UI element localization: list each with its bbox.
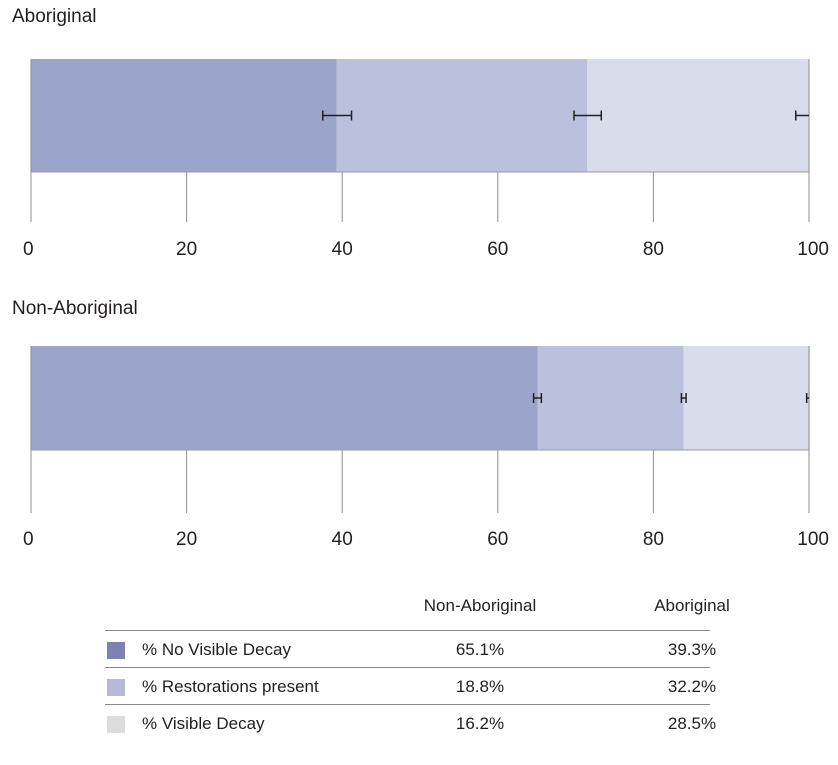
value-non-aboriginal: 16.2% (455, 714, 505, 733)
bar-segment-0 (31, 346, 538, 450)
value-aboriginal: 39.3% (667, 640, 717, 659)
value-aboriginal: 28.5% (667, 714, 717, 733)
tick-label: 80 (643, 529, 664, 550)
tick-label: 20 (176, 239, 197, 260)
legend-header: Non-Aboriginal Aboriginal (105, 590, 730, 630)
legend-label: % No Visible Decay (142, 640, 291, 659)
value-aboriginal: 32.2% (667, 677, 717, 696)
bar-segment-0 (31, 59, 337, 172)
tick-label: 40 (332, 239, 353, 260)
column-header-non-aboriginal: Non-Aboriginal (423, 596, 537, 615)
legend-row-visible-decay: % Visible Decay 16.2% 28.5% (105, 704, 716, 741)
legend-row-no-visible-decay: % No Visible Decay 65.1% 39.3% (105, 630, 716, 667)
legend-swatch-visible-decay (107, 716, 125, 733)
bar-segment-2 (587, 59, 809, 172)
legend-table: Non-Aboriginal Aboriginal % No Visible D… (105, 590, 730, 741)
bar-segment-1 (537, 346, 684, 450)
legend-row-restorations-present: % Restorations present 18.8% 32.2% (105, 667, 716, 704)
bar-segment-2 (683, 346, 810, 450)
tick-label: 100 (797, 529, 829, 550)
tick-label: 0 (23, 239, 34, 260)
tick-label: 0 (23, 529, 34, 550)
tick-label: 60 (487, 529, 508, 550)
tick-label: 100 (797, 239, 829, 260)
legend-swatch-no-visible-decay (107, 642, 125, 659)
value-non-aboriginal: 18.8% (455, 677, 505, 696)
tick-label: 40 (332, 529, 353, 550)
legend-swatch-restorations-present (107, 679, 125, 696)
legend-label: % Restorations present (142, 677, 319, 696)
non-aboriginal-bar-chart: 0 20 40 60 80 100 (23, 346, 829, 550)
tick-label: 20 (176, 529, 197, 550)
bar-segment-1 (336, 59, 588, 172)
tick-label: 80 (643, 239, 664, 260)
tick-label: 60 (487, 239, 508, 260)
column-header-aboriginal: Aboriginal (654, 596, 730, 615)
value-non-aboriginal: 65.1% (455, 640, 505, 659)
aboriginal-bar-chart: 0 20 40 60 80 100 (23, 59, 829, 260)
chart-title-non-aboriginal: Non-Aboriginal (12, 298, 138, 319)
legend-label: % Visible Decay (142, 714, 265, 733)
chart-title-aboriginal: Aboriginal (12, 6, 97, 27)
